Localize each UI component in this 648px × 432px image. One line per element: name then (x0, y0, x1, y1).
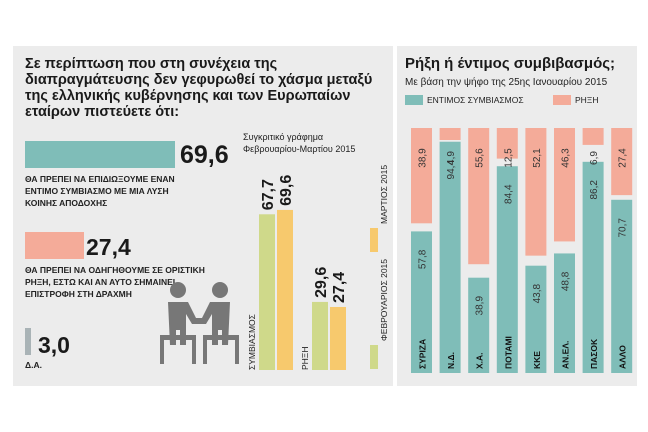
stack-bar-compromise (496, 166, 518, 373)
stack-value-compromise: 70,7 (618, 218, 629, 238)
comparison-legend-swatch (370, 345, 378, 369)
legend-rupture: ΡΗΞΗ (553, 95, 598, 105)
legend-compromise: ΕΝΤΙΜΟΣ ΣΥΜΒΙΑΣΜΟΣ (405, 95, 524, 105)
stack-bar-rupture (611, 128, 633, 196)
legend-label: ΕΝΤΙΜΟΣ ΣΥΜΒΙΑΣΜΟΣ (427, 95, 524, 105)
stack-value-compromise: 48,8 (561, 271, 572, 291)
comparison-category: ΣΥΜΒΙΑΣΜΟΣ (247, 314, 257, 370)
legend-swatch (553, 95, 571, 105)
comparison-value: 67,7 (260, 179, 277, 210)
comparison-bar (277, 209, 293, 370)
stack-bar-rupture (496, 128, 518, 159)
stack-bar-rupture (439, 128, 461, 141)
stack-bar-compromise (439, 141, 461, 373)
stack-category: ΣΥΡΙΖΑ (418, 339, 428, 369)
stack-category: Ν.Δ. (446, 352, 456, 369)
right-chart-title: Ρήξη ή έντιμος συμβιβασμός; (405, 55, 616, 72)
mid-chart-title-line: Φεβρουαρίου-Μαρτίου 2015 (243, 144, 355, 154)
stack-bar-rupture (411, 128, 432, 224)
stack-category: ΚΚΕ (532, 351, 542, 369)
stack-bar-compromise (411, 231, 432, 373)
stack-value-rupture: 27,4 (618, 148, 629, 168)
stack-category: ΑΛΛΟ (618, 345, 628, 369)
comparison-bar (330, 306, 346, 370)
legend-swatch (405, 95, 423, 105)
answer-line: ΡΗΞΗ, ΕΣΤΩ ΚΑΙ ΑΝ ΑΥΤΟ ΣΗΜΑΙΝΕΙ (25, 277, 176, 287)
answer-label-rupture: ΘΑ ΠΡΕΠΕΙ ΝΑ ΟΔΗΓΗΘΟΥΜΕ ΣΕ ΟΡΙΣΤΙΚΗ ΡΗΞΗ… (25, 264, 205, 300)
stack-value-rupture: 6,9 (589, 151, 600, 165)
comparison-value: 29,6 (313, 267, 330, 298)
comparison-bar (312, 301, 328, 370)
answer-bar-rupture (25, 232, 85, 259)
stack-bar-compromise (554, 253, 575, 373)
legend-label: ΡΗΞΗ (575, 95, 599, 105)
stack-bar-rupture (525, 128, 547, 256)
answer-line: ΕΝΤΙΜΟ ΣΥΜΒΙΑΣΜΟ ΜΕ ΜΙΑ ΛΥΣΗ (25, 186, 169, 196)
answer-bar-compromise (25, 141, 175, 168)
answer-line: ΘΑ ΠΡΕΠΕΙ ΝΑ ΕΠΙΔΙΩΞΟΥΜΕ ΕΝΑΝ (25, 174, 175, 184)
stack-bar-compromise (468, 277, 490, 373)
main-title: Σε περίπτωση που στη συνέχεια της διαπρα… (25, 56, 373, 120)
answer-line: ΕΠΙΣΤΡΟΦΗ ΣΤΗ ΔΡΑΧΜΗ (25, 289, 132, 299)
comparison-value: 27,4 (331, 272, 348, 303)
answer-line: Δ.Α. (25, 360, 42, 370)
stack-value-rupture: 55,6 (475, 148, 486, 168)
stack-value-rupture: 52,1 (532, 148, 543, 168)
stack-value-compromise: 38,9 (475, 296, 486, 316)
stack-value-rupture: 38,9 (418, 148, 429, 168)
stack-value-compromise: 43,8 (532, 284, 543, 304)
stack-bar-rupture (554, 128, 575, 242)
comparison-legend-swatch (370, 228, 378, 252)
stack-bar-rupture (468, 128, 490, 265)
stack-category: ΠΟΤΑΜΙ (503, 336, 513, 369)
stack-bar-compromise (525, 265, 547, 373)
comparison-bar (259, 214, 275, 370)
right-chart-subtitle: Με βάση την ψήφο της 25ης Ιανουαρίου 201… (405, 77, 608, 88)
stack-value-rupture: 12,5 (503, 148, 514, 168)
stack-category: ΑΝ.ΕΛ. (561, 341, 571, 369)
answer-value-compromise: 69,6 (180, 141, 229, 169)
comparison-legend-label: ΜΑΡΤΙΟΣ 2015 (379, 165, 389, 224)
answer-line: ΚΟΙΝΗΣ ΑΠΟΔΟΧΗΣ (25, 198, 108, 208)
stack-value-compromise: 84,4 (503, 184, 514, 204)
answer-value-rupture: 27,4 (86, 234, 131, 260)
stack-bar-rupture (582, 128, 604, 145)
comparison-value: 69,6 (278, 175, 295, 206)
answer-label-na: Δ.Α. (25, 359, 42, 371)
stack-bar-compromise (611, 199, 633, 373)
stack-bar-compromise (582, 161, 604, 373)
stack-value-rupture: 46,3 (561, 148, 572, 168)
stack-category: ΠΑΣΟΚ (589, 338, 599, 369)
answer-bar-na (25, 328, 32, 355)
answer-label-compromise: ΘΑ ΠΡΕΠΕΙ ΝΑ ΕΠΙΔΙΩΞΟΥΜΕ ΕΝΑΝ ΕΝΤΙΜΟ ΣΥΜ… (25, 173, 175, 209)
mid-chart-title-line: Συγκριτικό γράφημα (243, 132, 323, 142)
stack-value-rupture: 4,9 (446, 151, 457, 165)
comparison-legend-label: ΦΕΒΡΟΥΑΡΙΟΣ 2015 (379, 259, 389, 341)
stack-value-compromise: 57,8 (418, 249, 429, 269)
comparison-category: ΡΗΞΗ (300, 347, 310, 370)
answer-value-na: 3,0 (38, 332, 70, 358)
answer-line: ΘΑ ΠΡΕΠΕΙ ΝΑ ΟΔΗΓΗΘΟΥΜΕ ΣΕ ΟΡΙΣΤΙΚΗ (25, 265, 205, 275)
stack-category: Χ.Α. (475, 352, 485, 369)
stack-value-compromise: 86,2 (589, 180, 600, 200)
stack-value-compromise: 94,4 (446, 160, 457, 180)
